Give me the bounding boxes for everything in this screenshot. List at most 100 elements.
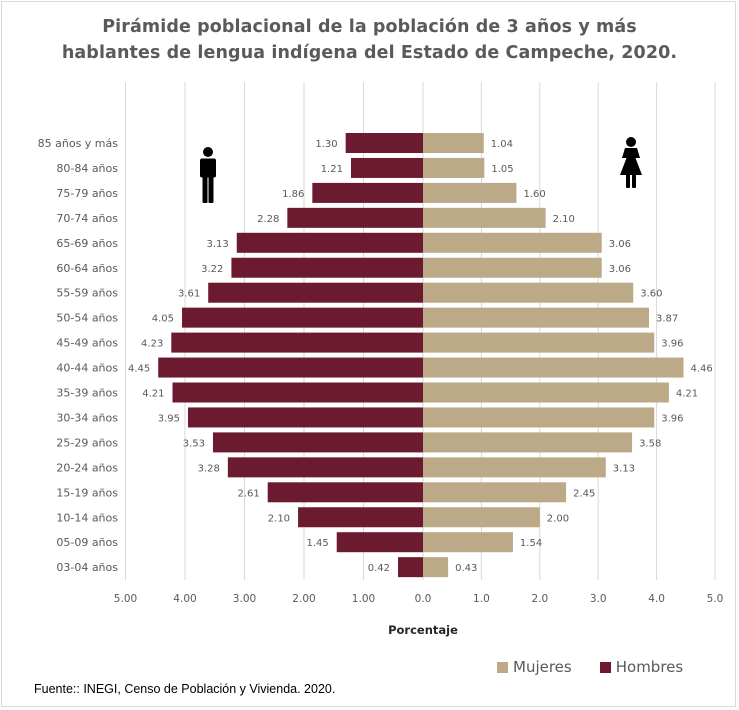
data-label-mujeres: 3.13 [613,463,635,474]
bar-hombres [351,157,423,178]
data-label-mujeres: 1.60 [523,189,545,200]
bar-mujeres [423,382,669,403]
bar-mujeres [423,182,517,203]
male-icon [200,147,216,203]
data-label-hombres: 1.45 [306,538,328,549]
x-axis-ticks: 5.00 4.00 3.00 2.00 1.00 0.0 1.0 2.0 3.0 4.0 5.0 [114,593,724,605]
y-category-label: 85 años y más [38,137,119,150]
x-tick-label: 1.00 [352,593,375,605]
bar-hombres [227,457,423,478]
y-category-label: 75-79 años [56,187,118,200]
data-label-hombres: 4.45 [128,364,150,375]
x-tick-label: 3.0 [590,593,607,605]
data-label-mujeres: 2.10 [553,214,575,225]
bar-mujeres [423,357,684,378]
chart-title-line-1: Pirámide poblacional de la población de … [102,17,637,37]
female-icon [620,137,642,188]
legend-swatch-hombres [599,661,611,673]
bar-mujeres [423,133,484,153]
bar-mujeres [423,307,650,328]
data-label-mujeres: 1.04 [491,139,513,150]
bar-mujeres [423,257,602,278]
data-label-hombres: 1.21 [321,164,343,175]
bar-hombres [267,482,423,503]
bar-mujeres [423,407,655,428]
bar-mujeres [423,432,633,453]
data-label-hombres: 2.61 [237,488,259,499]
data-label-mujeres: 1.54 [520,538,542,549]
y-category-label: 35-39 años [56,387,118,400]
bar-hombres [212,432,423,453]
bars [158,133,684,578]
data-label-mujeres: 3.87 [656,314,678,325]
bar-mujeres [423,157,485,178]
data-label-hombres: 1.30 [315,139,337,150]
data-label-mujeres: 1.05 [491,164,513,175]
y-category-label: 65-69 años [56,237,118,250]
bar-mujeres [423,482,567,503]
y-category-label: 60-64 años [56,262,118,275]
bar-mujeres [423,507,540,528]
y-category-label: 20-24 años [56,461,118,474]
legend-swatch-mujeres [497,661,508,673]
bar-hombres [398,557,423,578]
x-tick-label: 5.0 [707,593,724,605]
data-label-hombres: 3.22 [201,264,223,275]
data-label-hombres: 3.13 [206,239,228,250]
legend-label-mujeres: Mujeres [513,658,572,676]
data-label-hombres: 3.53 [183,438,205,449]
bar-mujeres [423,207,546,228]
data-label-hombres: 2.10 [268,513,290,524]
y-category-label: 45-49 años [56,337,118,350]
bar-hombres [171,332,423,353]
x-tick-label: 2.00 [292,593,315,605]
y-category-label: 10-14 años [56,511,118,524]
data-label-mujeres: 3.60 [640,289,662,300]
y-category-label: 50-54 años [56,312,118,325]
bar-hombres [345,133,423,153]
bar-hombres [298,507,423,528]
bar-hombres [236,232,423,253]
bar-hombres [231,257,423,278]
bar-hombres [312,182,423,203]
data-label-hombres: 4.21 [142,389,164,400]
data-label-mujeres: 3.96 [661,413,683,424]
y-category-label: 25-29 años [56,436,118,449]
bar-hombres [336,532,423,553]
bar-hombres [158,357,423,378]
data-label-hombres: 4.05 [152,314,174,325]
data-label-mujeres: 3.58 [639,438,661,449]
y-category-label: 70-74 años [56,212,118,225]
data-label-hombres: 0.42 [368,563,390,574]
x-tick-label: 4.00 [173,593,196,605]
data-label-mujeres: 4.46 [690,364,712,375]
x-tick-label: 1.0 [473,593,490,605]
bar-mujeres [423,532,513,553]
x-tick-label: 4.0 [648,593,665,605]
data-label-mujeres: 2.00 [547,513,569,524]
data-label-hombres: 1.86 [282,189,304,200]
bar-hombres [287,207,423,228]
data-label-hombres: 3.61 [178,289,200,300]
chart-title: Pirámide poblacional de la población de … [0,14,739,66]
x-tick-label: 3.00 [233,593,256,605]
y-category-label: 80-84 años [56,162,118,175]
data-labels: 1.30 1.04 1.21 1.05 1.86 1.60 2.28 2.10 3.13 3.06… [128,139,713,574]
x-tick-label: 0.0 [415,593,432,605]
chart-title-line-2: hablantes de lengua indígena del Estado … [61,43,678,63]
data-label-mujeres: 0.43 [455,563,477,574]
y-category-label: 55-59 años [56,287,118,300]
x-axis-title: Porcentaje [388,623,458,637]
bar-mujeres [423,457,606,478]
bar-hombres [187,407,423,428]
data-label-mujeres: 4.21 [676,389,698,400]
y-category-label: 30-34 años [56,411,118,424]
bar-hombres [172,382,423,403]
bar-mujeres [423,282,634,303]
x-tick-label: 2.0 [531,593,548,605]
data-label-hombres: 2.28 [257,214,279,225]
y-category-label: 15-19 años [56,486,118,499]
y-category-label: 40-44 años [56,362,118,375]
